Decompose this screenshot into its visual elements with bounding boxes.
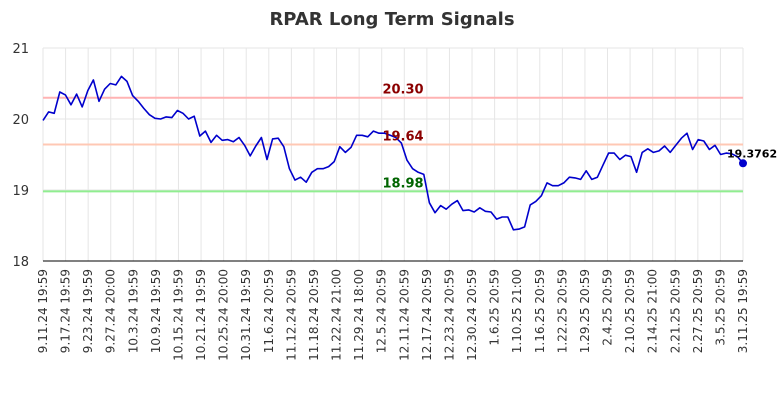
x-tick-label: 1.10.25 21:00 (510, 269, 524, 353)
signal-label-upper: 20.30 (382, 83, 423, 98)
y-tick-label: 21 (12, 42, 29, 57)
last-value-label: 19.3762 (727, 147, 777, 160)
signal-label-middle: 19.64 (382, 130, 423, 145)
x-tick-label: 10.31.24 19:59 (239, 269, 253, 361)
x-tick-label: 2.10.25 20:59 (623, 269, 637, 353)
x-tick-label: 9.11.24 19:59 (36, 269, 50, 353)
last-point-marker (739, 159, 747, 168)
annotations: 20.30 19.64 18.98 19.3762 (382, 83, 777, 192)
x-tick-label: 12.17.24 20:59 (420, 269, 434, 361)
x-tick-label: 11.6.24 20:59 (262, 269, 276, 353)
price-series-line (42, 75, 744, 231)
x-tick-label: 1.29.25 20:59 (578, 269, 592, 353)
x-tick-label: 11.18.24 20:59 (307, 269, 321, 361)
x-tick-label: 2.27.25 20:59 (691, 269, 705, 353)
x-tick-label: 12.5.24 20:59 (375, 269, 389, 353)
x-tick-label: 12.11.24 20:59 (397, 269, 411, 361)
x-tick-label: 11.29.24 18:00 (352, 269, 366, 361)
x-tick-label: 1.22.25 20:59 (555, 269, 569, 353)
x-tick-label: 10.3.24 19:59 (126, 269, 140, 353)
x-tick-label: 1.16.25 20:59 (533, 269, 547, 353)
x-tick-label: 9.17.24 19:59 (59, 269, 73, 353)
x-tick-label: 10.21.24 19:59 (194, 269, 208, 361)
axes: 18 19 20 21 9.11.24 19:59 9.17.24 19:59 9.23.2… (12, 42, 750, 361)
y-tick-label: 18 (12, 255, 29, 270)
signal-label-lower: 18.98 (382, 176, 423, 191)
x-tick-label: 2.21.25 20:59 (668, 269, 682, 353)
x-tick-label: 3.11.25 19:59 (736, 269, 750, 353)
x-tick-label: 11.22.24 21:00 (330, 269, 344, 361)
x-tick-label: 3.5.25 20:59 (713, 269, 727, 346)
x-tick-label: 12.23.24 20:59 (442, 269, 456, 361)
x-tick-label: 1.6.25 20:59 (488, 269, 502, 346)
x-tick-label: 10.15.24 19:59 (171, 269, 185, 361)
grid (42, 47, 744, 262)
x-tick-label: 2.4.25 20:59 (601, 269, 615, 346)
x-tick-label: 2.14.25 21:00 (646, 269, 660, 353)
x-tick-label: 10.25.24 20:00 (217, 269, 231, 361)
signal-lines (43, 96, 743, 193)
y-tick-label: 20 (12, 113, 29, 128)
series (42, 75, 747, 231)
y-tick-label: 19 (12, 184, 29, 199)
x-tick-label: 12.30.24 20:59 (465, 269, 479, 361)
x-tick-label: 9.27.24 20:00 (104, 269, 118, 353)
x-tick-label: 11.12.24 20:59 (284, 269, 298, 361)
chart-title: RPAR Long Term Signals (269, 9, 514, 30)
x-tick-label: 10.9.24 19:59 (149, 269, 163, 353)
x-tick-label: 9.23.24 19:59 (81, 269, 95, 353)
